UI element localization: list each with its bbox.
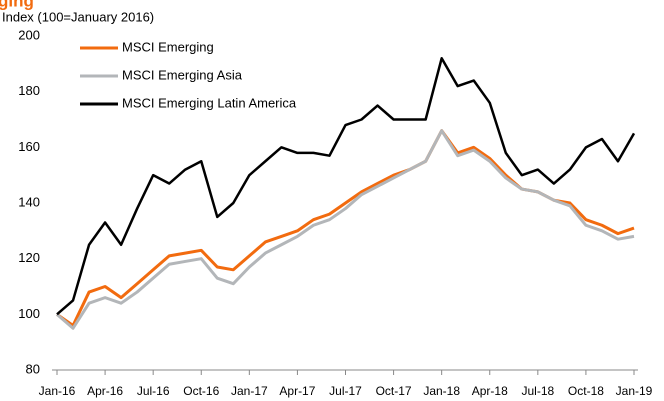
x-tick-label: Jan-18 <box>423 384 460 398</box>
y-tick-label: 200 <box>18 27 40 42</box>
x-tick-label: Apr-17 <box>279 384 315 398</box>
x-tick-label: Apr-18 <box>472 384 508 398</box>
x-tick-label: Jan-17 <box>231 384 268 398</box>
y-tick-label: 120 <box>18 250 40 265</box>
x-tick-label: Apr-16 <box>87 384 123 398</box>
y-tick-label: 80 <box>26 361 40 376</box>
legend-label: MSCI Emerging Asia <box>122 67 243 82</box>
x-tick-label: Jul-16 <box>137 384 170 398</box>
series-line <box>56 129 635 327</box>
y-tick-label: 140 <box>18 194 40 209</box>
x-tick-label: Jan-16 <box>39 384 76 398</box>
y-tick-label: 160 <box>18 139 40 154</box>
x-tick-label: Oct-17 <box>376 384 412 398</box>
subtitle: Index (100=January 2016) <box>2 9 154 24</box>
x-tick-label: Oct-16 <box>183 384 219 398</box>
chart-title: ging <box>0 0 34 10</box>
x-tick-label: Jan-19 <box>616 384 653 398</box>
series-line <box>56 57 636 316</box>
x-tick-label: Jul-17 <box>329 384 362 398</box>
series-line <box>56 129 635 330</box>
y-tick-label: 100 <box>18 306 40 321</box>
legend-label: MSCI Emerging Latin America <box>122 95 297 110</box>
x-tick-label: Jul-18 <box>521 384 554 398</box>
legend-label: MSCI Emerging <box>122 39 214 54</box>
y-tick-label: 180 <box>18 83 40 98</box>
x-tick-label: Oct-18 <box>568 384 604 398</box>
